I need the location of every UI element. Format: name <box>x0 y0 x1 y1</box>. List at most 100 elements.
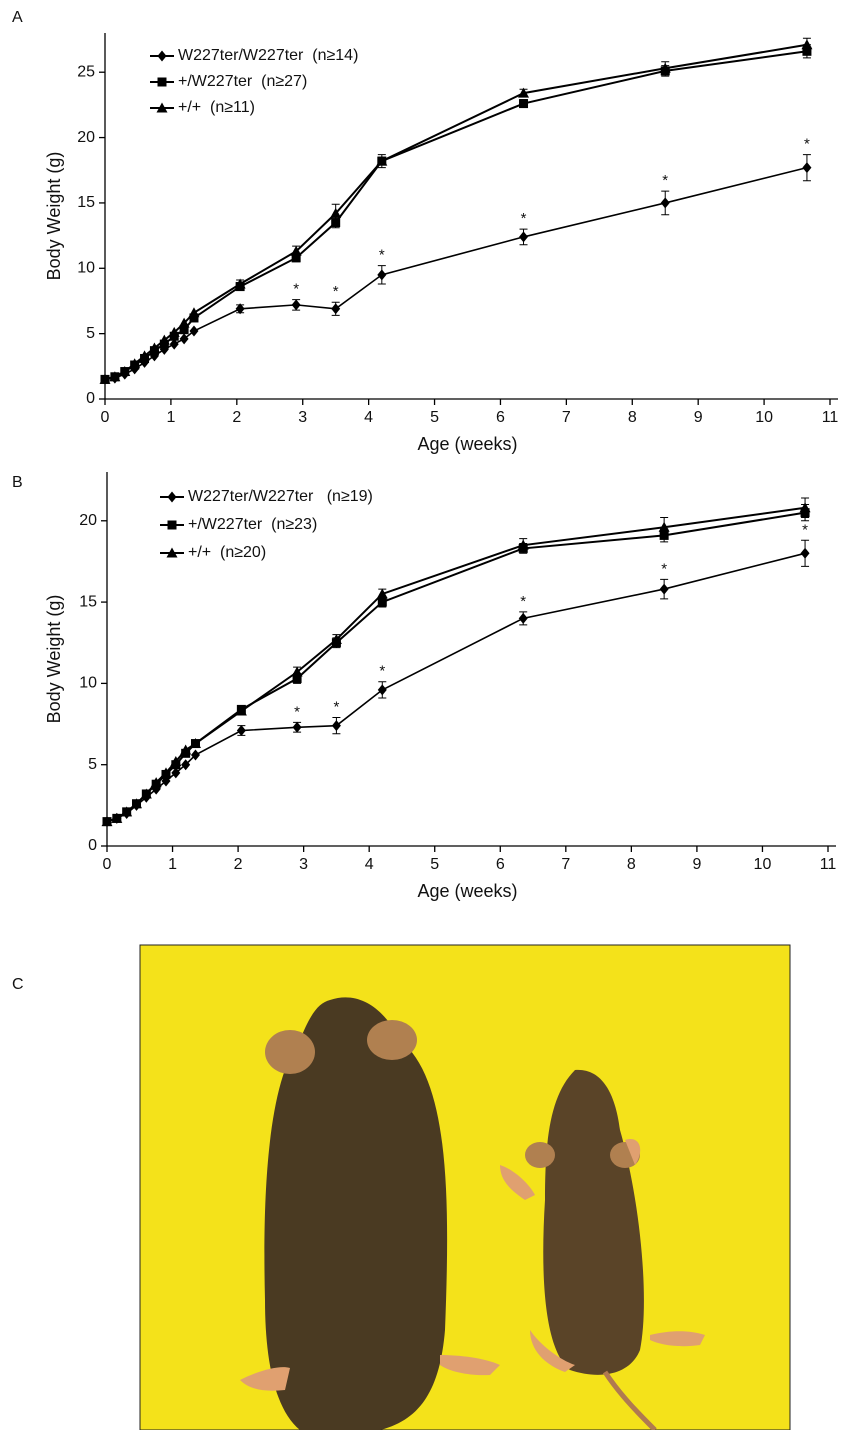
significance-label: * <box>521 210 527 227</box>
marker <box>101 816 113 827</box>
mouse-photo <box>139 944 791 1430</box>
y-tick-label: 10 <box>77 260 95 277</box>
x-tick-label: 3 <box>299 856 308 873</box>
y-axis-label: Body Weight (g) <box>44 152 64 281</box>
legend-label: W227ter/W227ter (n≥14) <box>178 47 358 64</box>
marker <box>111 812 123 823</box>
significance-label: * <box>520 593 526 610</box>
marker <box>109 371 121 382</box>
marker <box>377 684 387 696</box>
marker <box>331 303 341 315</box>
marker <box>291 253 301 263</box>
significance-label: * <box>804 136 810 153</box>
marker <box>235 303 245 315</box>
x-tick-label: 9 <box>694 409 703 426</box>
marker <box>292 721 302 733</box>
x-tick-label: 4 <box>365 856 374 873</box>
marker <box>517 539 529 550</box>
marker <box>189 313 199 323</box>
marker <box>150 777 162 788</box>
marker <box>139 350 151 361</box>
marker <box>658 521 670 532</box>
y-axis-label: Body Weight (g) <box>44 595 64 724</box>
marker <box>170 755 182 766</box>
x-tick-label: 8 <box>627 856 636 873</box>
marker <box>189 325 199 337</box>
legend-marker <box>157 50 167 62</box>
significance-label: * <box>802 521 808 538</box>
marker <box>158 334 170 345</box>
marker <box>169 338 179 350</box>
marker <box>331 720 341 732</box>
x-tick-label: 7 <box>561 856 570 873</box>
marker <box>799 502 811 513</box>
x-tick-label: 10 <box>754 856 772 873</box>
y-tick-label: 5 <box>86 325 95 342</box>
significance-label: * <box>333 699 339 716</box>
marker <box>376 588 388 599</box>
marker <box>236 725 246 737</box>
x-tick-label: 1 <box>166 409 175 426</box>
x-tick-label: 0 <box>101 409 110 426</box>
marker <box>181 759 191 771</box>
legend-label: +/+ (n≥11) <box>178 99 255 116</box>
x-tick-label: 4 <box>364 409 373 426</box>
significance-label: * <box>661 560 667 577</box>
x-tick-label: 8 <box>628 409 637 426</box>
series <box>100 44 812 384</box>
y-tick-label: 0 <box>88 837 97 854</box>
x-tick-label: 2 <box>232 409 241 426</box>
marker <box>119 366 131 377</box>
series <box>101 497 811 827</box>
significance-label: * <box>379 663 385 680</box>
marker <box>179 325 189 335</box>
marker <box>99 373 111 384</box>
legend-label: +/W227ter (n≥23) <box>188 516 317 533</box>
panel-label: B <box>12 474 23 491</box>
line <box>106 552 806 823</box>
y-tick-label: 15 <box>77 194 95 211</box>
series: * * * * * * <box>100 136 812 385</box>
marker <box>130 798 142 809</box>
significance-label: * <box>333 283 339 300</box>
legend-label: +/+ (n≥20) <box>188 544 266 561</box>
series <box>99 37 813 384</box>
marker <box>519 99 529 109</box>
line <box>104 166 808 381</box>
legend-label: W227ter/W227ter (n≥19) <box>188 488 373 505</box>
x-tick-label: 7 <box>562 409 571 426</box>
y-tick-label: 15 <box>79 593 97 610</box>
marker <box>148 342 160 353</box>
y-tick-label: 20 <box>79 512 97 529</box>
x-tick-label: 5 <box>430 856 439 873</box>
marker <box>292 674 302 684</box>
x-tick-label: 5 <box>430 409 439 426</box>
x-tick-label: 9 <box>692 856 701 873</box>
x-tick-label: 3 <box>298 409 307 426</box>
y-tick-label: 10 <box>79 675 97 692</box>
marker <box>330 207 342 218</box>
panel-label: C <box>12 976 24 993</box>
panel-label: A <box>12 9 23 26</box>
marker <box>330 633 342 644</box>
legend-label: +/W227ter (n≥27) <box>178 73 307 90</box>
marker <box>659 62 671 73</box>
marker <box>801 39 813 50</box>
y-tick-label: 25 <box>77 63 95 80</box>
x-tick-label: 11 <box>822 409 839 426</box>
legend-marker <box>166 547 178 558</box>
significance-label: * <box>662 172 668 189</box>
x-tick-label: 1 <box>168 856 177 873</box>
marker <box>802 162 812 174</box>
marker <box>235 705 247 716</box>
marker <box>140 788 152 799</box>
marker <box>178 317 190 328</box>
marker <box>659 583 669 595</box>
y-tick-label: 20 <box>77 129 95 146</box>
marker <box>129 358 141 369</box>
y-tick-label: 0 <box>86 390 95 407</box>
marker <box>291 666 303 677</box>
marker <box>171 767 181 779</box>
series: * * * * * * <box>102 521 810 828</box>
